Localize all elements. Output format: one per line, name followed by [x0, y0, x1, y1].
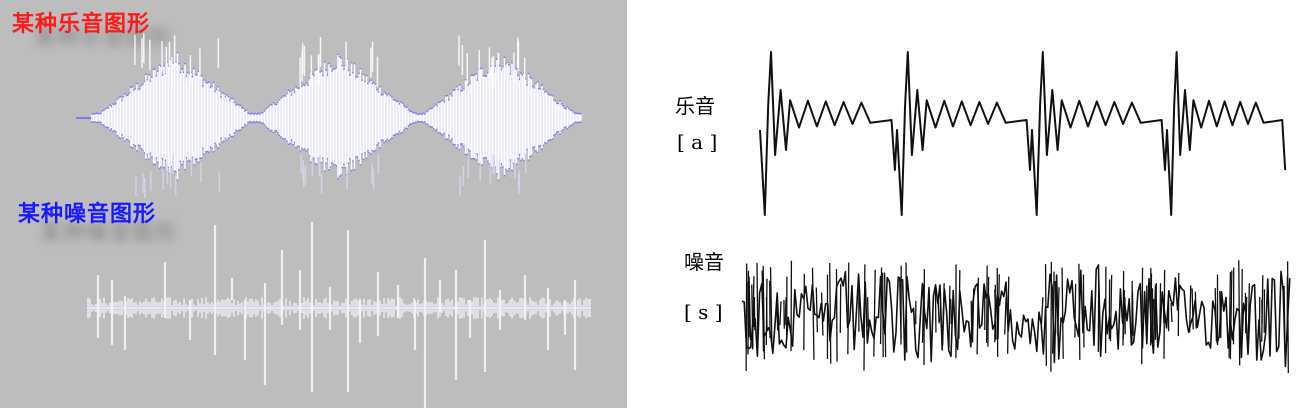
vowel-a-waveform [759, 51, 1287, 216]
left-panel: 某种乐音图形 某种乐音图形 某种噪音图形 某种噪音图形 [0, 0, 627, 408]
music-title-shadow: 某种乐音图形 [34, 25, 173, 51]
noise-title: 某种噪音图形 [18, 201, 157, 227]
noise-symbol: [ s ] [684, 300, 723, 324]
music-label: 乐音 [675, 94, 715, 118]
music-symbol: [ a ] [677, 130, 718, 154]
noise-label: 噪音 [684, 250, 724, 274]
right-panel: 乐音 [ a ] 噪音 [ s ] [627, 0, 1307, 408]
noise-title-shadow: 某种噪音图形 [40, 220, 179, 246]
music-waveform [76, 33, 582, 198]
noise-waveform [86, 222, 592, 408]
fricative-s-waveform [741, 260, 1291, 374]
music-title: 某种乐音图形 [12, 11, 151, 37]
